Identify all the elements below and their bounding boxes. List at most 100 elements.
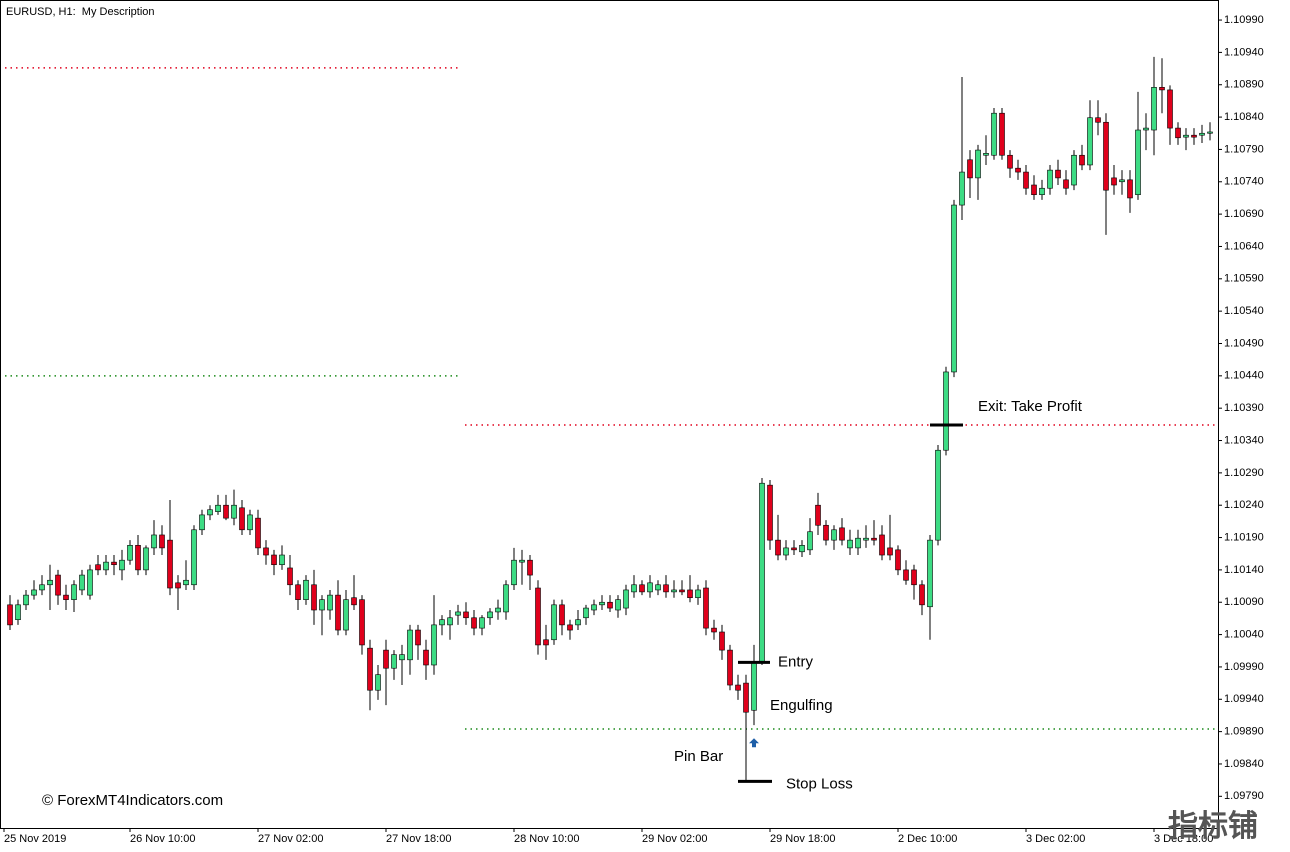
candle-body bbox=[111, 561, 117, 566]
candle-body bbox=[87, 569, 93, 596]
candle-body bbox=[1103, 121, 1109, 191]
candle-body bbox=[487, 611, 493, 619]
candle-body bbox=[151, 534, 157, 549]
candle-body bbox=[343, 599, 349, 631]
candle-body bbox=[599, 601, 605, 606]
candle-body bbox=[1151, 87, 1157, 131]
candle-body bbox=[943, 371, 949, 451]
y-tick-label: 1.10890 bbox=[1224, 79, 1264, 91]
candle-body bbox=[527, 559, 533, 576]
candle-body bbox=[783, 547, 789, 556]
candle-body bbox=[407, 629, 413, 661]
candle-body bbox=[663, 584, 669, 593]
candle-body bbox=[383, 649, 389, 669]
candle-body bbox=[159, 534, 165, 549]
candle-body bbox=[855, 537, 861, 549]
candle-body bbox=[671, 589, 677, 593]
candle-body bbox=[871, 537, 877, 541]
candle-body bbox=[359, 599, 365, 646]
candle-body bbox=[695, 589, 701, 599]
candle-body bbox=[1039, 187, 1045, 196]
candle-body bbox=[1055, 169, 1061, 179]
annotation: Stop Loss bbox=[786, 775, 853, 792]
candle-body bbox=[231, 504, 237, 519]
candle-body bbox=[23, 594, 29, 606]
y-tick-label: 1.09840 bbox=[1224, 758, 1264, 770]
candle-body bbox=[567, 624, 573, 631]
candle-body bbox=[175, 582, 181, 589]
candle-body bbox=[503, 584, 509, 613]
y-tick-label: 1.10140 bbox=[1224, 564, 1264, 576]
candle-body bbox=[743, 682, 749, 713]
candle-body bbox=[623, 589, 629, 609]
candle-body bbox=[1143, 127, 1149, 131]
y-tick-label: 1.10840 bbox=[1224, 111, 1264, 123]
candle-body bbox=[775, 539, 781, 556]
candle-body bbox=[303, 579, 309, 600]
x-tick-label: 3 Dec 18:00 bbox=[1154, 833, 1213, 845]
candle-body bbox=[279, 554, 285, 566]
candle-body bbox=[863, 537, 869, 541]
y-tick-label: 1.10290 bbox=[1224, 467, 1264, 479]
candle-body bbox=[719, 631, 725, 651]
candle-body bbox=[519, 559, 525, 563]
y-tick-label: 1.10440 bbox=[1224, 370, 1264, 382]
candle-body bbox=[223, 504, 229, 519]
candle-body bbox=[607, 601, 613, 609]
candle-body bbox=[791, 547, 797, 551]
candle-body bbox=[511, 559, 517, 586]
x-tick-label: 26 Nov 10:00 bbox=[130, 833, 195, 845]
x-tick-label: 27 Nov 18:00 bbox=[386, 833, 451, 845]
candle-body bbox=[79, 574, 85, 591]
candle-body bbox=[247, 514, 253, 531]
candle-body bbox=[39, 584, 45, 591]
candle-body bbox=[951, 204, 957, 373]
candle-body bbox=[1207, 131, 1213, 134]
candle-body bbox=[983, 153, 989, 156]
x-tick-label: 2 Dec 10:00 bbox=[898, 833, 957, 845]
candle-body bbox=[767, 484, 773, 541]
candle-body bbox=[727, 649, 733, 686]
candle-body bbox=[711, 627, 717, 633]
candle-body bbox=[583, 607, 589, 619]
candle-body bbox=[295, 584, 301, 600]
annotation: Exit: Take Profit bbox=[978, 398, 1083, 415]
candle-body bbox=[535, 587, 541, 646]
candle-body bbox=[751, 661, 757, 711]
candle-body bbox=[255, 517, 261, 549]
y-tick-label: 1.09940 bbox=[1224, 693, 1264, 705]
candle-body bbox=[967, 159, 973, 179]
candle-body bbox=[1159, 87, 1165, 91]
candle-body bbox=[447, 617, 453, 626]
candle-body bbox=[991, 112, 997, 156]
candle-body bbox=[7, 604, 13, 626]
y-tick-label: 1.10040 bbox=[1224, 628, 1264, 640]
candle-body bbox=[551, 604, 557, 641]
candle-body bbox=[167, 539, 173, 589]
candle-body bbox=[911, 569, 917, 586]
y-tick-label: 1.10740 bbox=[1224, 176, 1264, 188]
y-tick-label: 1.09990 bbox=[1224, 661, 1264, 673]
candle-body bbox=[119, 559, 125, 571]
candle-body bbox=[815, 504, 821, 526]
candle-body bbox=[1071, 154, 1077, 186]
candle-body bbox=[1175, 127, 1181, 139]
y-tick-label: 1.10490 bbox=[1224, 337, 1264, 349]
candle-body bbox=[559, 604, 565, 626]
candle-body bbox=[919, 584, 925, 606]
candle-body bbox=[687, 589, 693, 599]
candle-body bbox=[479, 617, 485, 629]
candle-body bbox=[1063, 179, 1069, 189]
candle-body bbox=[327, 594, 333, 611]
candle-body bbox=[215, 504, 221, 512]
candle-body bbox=[1031, 184, 1037, 196]
candle-body bbox=[423, 649, 429, 666]
candle-body bbox=[879, 534, 885, 556]
candle-body bbox=[183, 579, 189, 586]
candle-body bbox=[1191, 134, 1197, 138]
y-tick-label: 1.10390 bbox=[1224, 402, 1264, 414]
x-tick-label: 27 Nov 02:00 bbox=[258, 833, 323, 845]
y-tick-label: 1.10240 bbox=[1224, 499, 1264, 511]
candle-body bbox=[367, 647, 373, 691]
candle-body bbox=[391, 654, 397, 669]
